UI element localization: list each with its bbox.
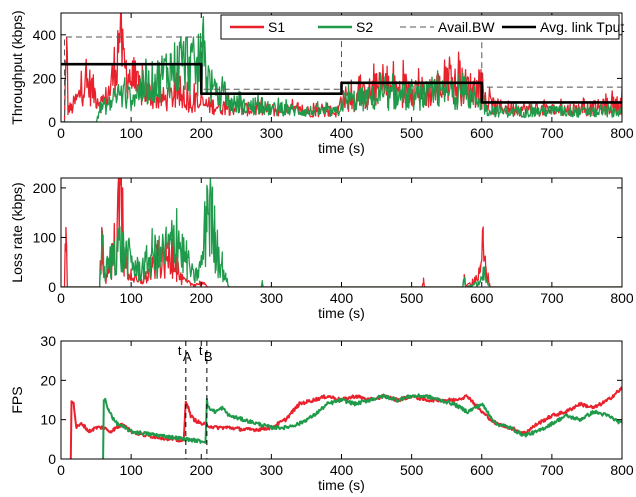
y-tick-label: 10 — [40, 412, 56, 428]
x-tick-label: 0 — [57, 290, 65, 306]
annotation-label-b: t — [199, 343, 203, 358]
y-tick-label: 20 — [40, 372, 56, 388]
x-tick-label: 800 — [610, 462, 634, 478]
x-tick-label: 700 — [540, 125, 564, 141]
x-tick-label: 400 — [330, 125, 354, 141]
series-group — [61, 178, 622, 287]
y-axis-label: Loss rate (kbps) — [9, 182, 25, 282]
x-tick-label: 300 — [260, 125, 284, 141]
y-tick-label: 100 — [33, 229, 57, 245]
series-line-s1 — [69, 386, 622, 459]
legend-label-avail-bw: Avail.BW — [438, 19, 495, 35]
y-tick-label: 0 — [48, 114, 56, 130]
x-tick-label: 700 — [540, 462, 564, 478]
y-axis-label: FPS — [9, 386, 25, 413]
legend-label-s2: S2 — [356, 19, 373, 35]
x-tick-label: 300 — [260, 290, 284, 306]
x-tick-label: 200 — [190, 125, 214, 141]
series-line-avail-bw — [61, 34, 622, 122]
x-axis-label: time (s) — [318, 477, 365, 493]
series-group — [69, 386, 622, 459]
x-tick-label: 800 — [610, 125, 634, 141]
y-tick-label: 0 — [48, 279, 56, 295]
x-tick-label: 700 — [540, 290, 564, 306]
x-tick-label: 400 — [330, 462, 354, 478]
x-tick-label: 600 — [470, 290, 494, 306]
x-tick-label: 500 — [400, 290, 424, 306]
x-axis-label: time (s) — [318, 140, 365, 156]
y-tick-label: 400 — [33, 27, 57, 43]
y-tick-label: 200 — [33, 70, 57, 86]
y-tick-label: 0 — [48, 451, 56, 467]
series-line-avg-link-tput — [61, 62, 622, 104]
series-line-s1 — [61, 178, 622, 287]
x-tick-label: 400 — [330, 290, 354, 306]
x-tick-label: 200 — [190, 290, 214, 306]
chart-panel-2: 0 100 200 300 400 500 600 700 800 0 100 200 time (s)… — [9, 177, 634, 321]
x-tick-label: 800 — [610, 290, 634, 306]
x-tick-label: 500 — [400, 462, 424, 478]
x-tick-label: 0 — [57, 462, 65, 478]
x-tick-label: 600 — [470, 462, 494, 478]
x-tick-label: 100 — [119, 290, 143, 306]
series-group — [61, 13, 622, 122]
x-tick-label: 600 — [470, 125, 494, 141]
annotation-sub-b: B — [204, 349, 213, 364]
x-tick-label: 500 — [400, 125, 424, 141]
legend: S1 S2 Avail.BW Avg. link Tput — [220, 14, 624, 40]
x-tick-label: 100 — [119, 462, 143, 478]
series-line-s2 — [61, 16, 622, 122]
annotation-sub-a: A — [183, 349, 192, 364]
x-tick-label: 300 — [260, 462, 284, 478]
series-line-s2 — [61, 178, 622, 287]
series-line-s2 — [102, 393, 622, 459]
x-tick-label: 200 — [190, 462, 214, 478]
y-tick-label: 30 — [40, 333, 56, 349]
annotation-label-a: t — [178, 343, 182, 358]
legend-label-avg-link-tput: Avg. link Tput — [540, 19, 624, 35]
plot-frame — [60, 177, 623, 288]
x-tick-label: 0 — [57, 125, 65, 141]
legend-label-s1: S1 — [268, 19, 285, 35]
y-tick-label: 200 — [33, 180, 57, 196]
x-axis-label: time (s) — [318, 305, 365, 321]
y-axis-label: Throughput (kbps) — [9, 10, 25, 124]
x-tick-label: 100 — [119, 125, 143, 141]
